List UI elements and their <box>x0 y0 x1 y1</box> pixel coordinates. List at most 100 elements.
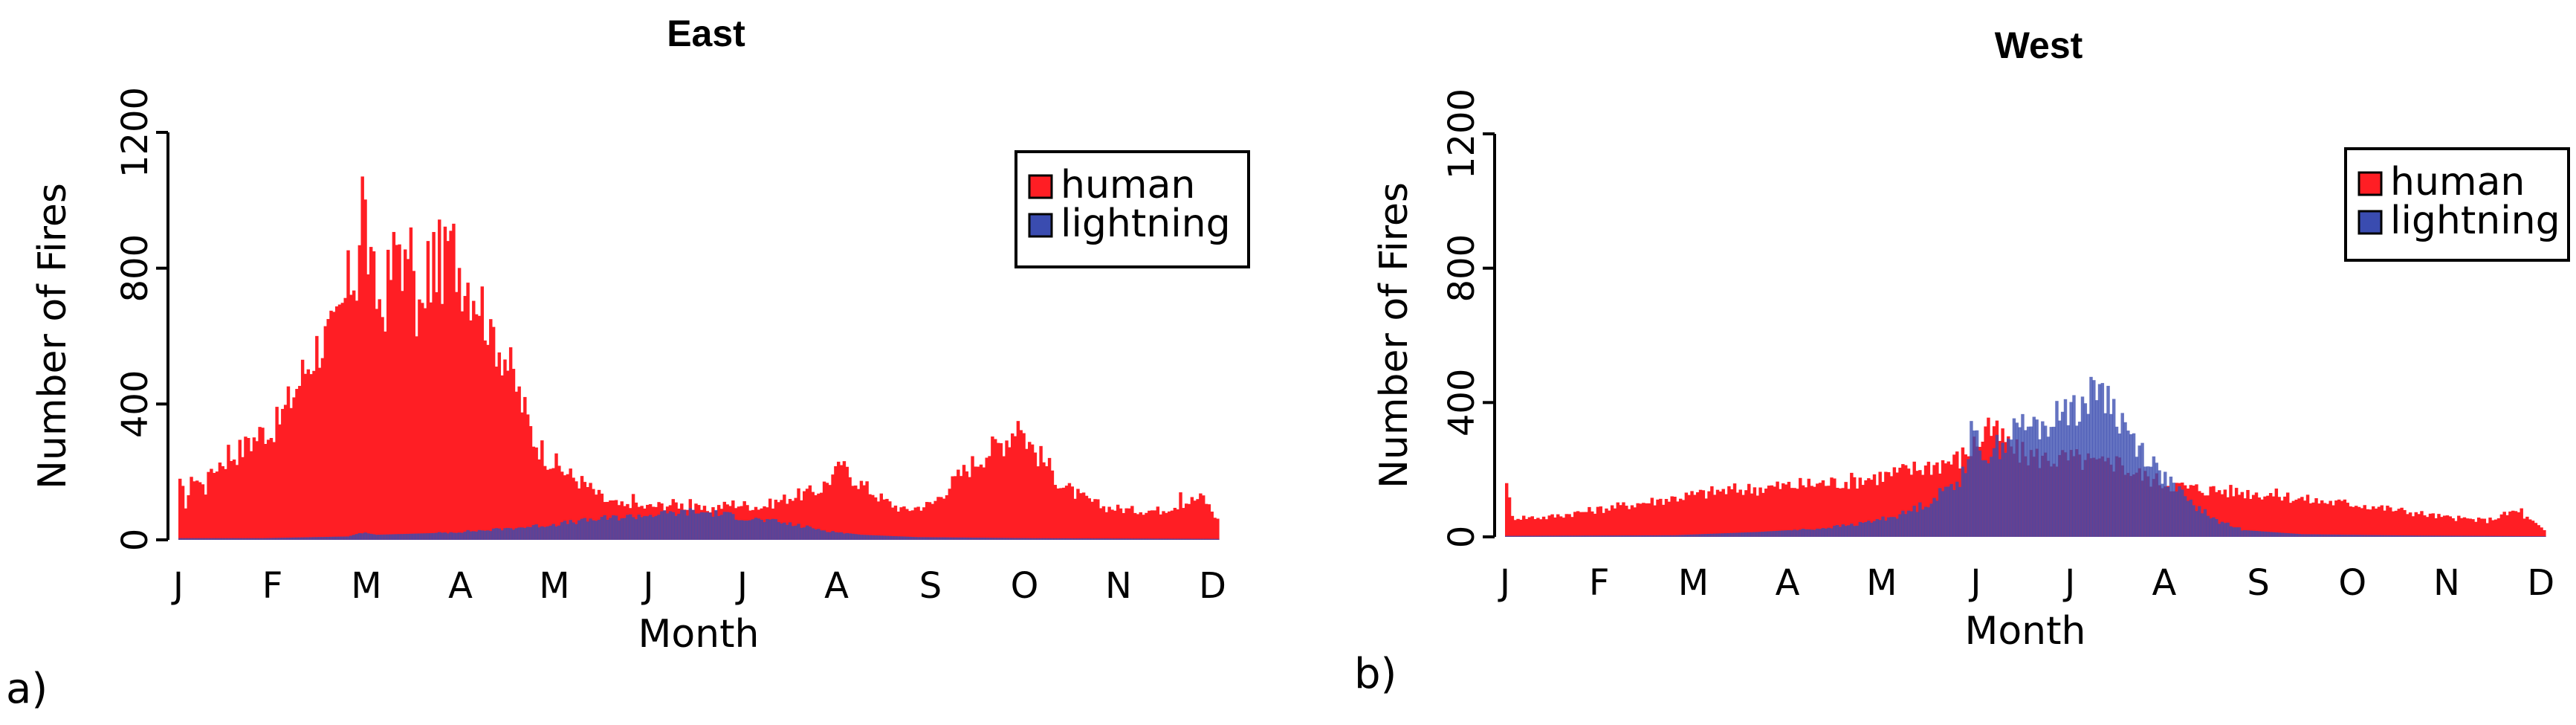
human-bar <box>543 465 547 540</box>
human-bar <box>988 456 991 540</box>
lightning-bar <box>2343 535 2347 537</box>
human-bar <box>1727 486 1731 537</box>
human-bar <box>991 436 994 540</box>
human-bar <box>800 500 803 540</box>
lightning-bar <box>2496 535 2501 537</box>
lightning-bar <box>643 515 647 540</box>
human-bar <box>1530 516 1534 537</box>
human-bar <box>395 245 398 540</box>
human-bar <box>2308 503 2313 537</box>
human-bar <box>2374 508 2378 537</box>
lightning-bar <box>2360 535 2364 537</box>
lightning-bar <box>1776 530 1779 537</box>
legend-swatch-human <box>1028 174 1053 199</box>
lightning-bar <box>2063 399 2068 537</box>
human-bar <box>2465 518 2470 537</box>
lightning-bar <box>2072 395 2076 537</box>
human-bar <box>1153 510 1157 540</box>
lightning-bar <box>2488 535 2492 537</box>
lightning-bar <box>332 536 336 540</box>
lightning-bar <box>517 527 521 540</box>
lightning-bar <box>1207 538 1211 540</box>
lightning-bar <box>227 538 230 540</box>
human-bar <box>1647 503 1651 537</box>
human-bar <box>1881 482 1885 537</box>
lightning-bar <box>1213 538 1217 540</box>
human-bar <box>207 471 210 540</box>
lightning-bar <box>1162 538 1165 540</box>
human-bar <box>2437 514 2441 537</box>
human-bar <box>563 475 567 540</box>
lightning-bar <box>303 537 308 540</box>
lightning-bar <box>412 533 415 540</box>
lightning-bar <box>525 526 530 540</box>
lightning-bar <box>1898 514 1902 537</box>
human-bar <box>334 306 339 540</box>
lightning-bar <box>856 534 861 540</box>
lightning-bar <box>2206 515 2210 537</box>
human-bar <box>893 505 898 540</box>
lightning-bar <box>2111 399 2116 537</box>
lightning-bar <box>854 534 858 540</box>
lightning-bar <box>511 529 516 540</box>
lightning-bar <box>783 522 786 540</box>
human-bar <box>2357 506 2361 537</box>
human-bar <box>1519 519 1523 537</box>
lightning-bar <box>423 533 427 540</box>
human-bar <box>2215 492 2219 537</box>
human-bar <box>221 465 224 540</box>
lightning-bar <box>2445 535 2450 537</box>
human-bar <box>446 241 450 540</box>
human-bar <box>1852 477 1857 537</box>
lightning-bar <box>1190 538 1194 540</box>
human-bar <box>218 463 222 540</box>
lightning-bar <box>1821 528 1825 537</box>
lightning-bar <box>1130 538 1134 540</box>
human-bar <box>1796 489 1799 537</box>
lightning-bar <box>2126 431 2130 537</box>
lightning-bar <box>1627 535 1631 537</box>
lightning-bar <box>2337 534 2341 537</box>
lightning-bar <box>1804 529 1808 537</box>
human-bar <box>948 489 952 540</box>
human-bar <box>896 511 901 540</box>
lightning-bar <box>349 535 353 540</box>
lightning-bar <box>1858 521 1863 537</box>
human-bar <box>919 510 923 540</box>
lightning-bar <box>2004 452 2007 537</box>
human-bar <box>2266 495 2270 537</box>
human-bar <box>1536 518 1540 537</box>
human-bar <box>2254 492 2259 537</box>
lightning-bar <box>187 538 190 540</box>
human-bar <box>1110 509 1114 540</box>
human-bar <box>951 476 954 540</box>
lightning-bar <box>1738 532 1742 537</box>
lightning-bar <box>748 520 752 540</box>
human-bar <box>1159 514 1162 540</box>
human-bar <box>1505 483 1509 537</box>
lightning-bar <box>2502 535 2506 537</box>
lightning-bar <box>1167 538 1171 540</box>
human-bar <box>412 271 415 540</box>
human-bar <box>457 268 462 540</box>
lightning-bar <box>2403 535 2407 537</box>
lightning-bar <box>466 529 470 540</box>
human-bar <box>933 500 937 540</box>
human-bar <box>1210 512 1214 540</box>
lightning-bar <box>788 522 792 540</box>
human-bar <box>805 489 809 540</box>
human-bar <box>2425 517 2430 537</box>
lightning-bar <box>2178 486 2181 537</box>
lightning-bar <box>771 518 775 540</box>
human-bar <box>1033 452 1038 540</box>
lightning-bar <box>2175 491 2178 537</box>
human-bar <box>962 465 966 540</box>
lightning-bar <box>2038 439 2042 537</box>
lightning-bar <box>184 538 188 540</box>
human-bar <box>423 308 427 540</box>
lightning-bar <box>942 537 946 540</box>
lightning-bar <box>2046 436 2051 537</box>
human-bar <box>1062 487 1066 540</box>
human-bar <box>1850 472 1854 537</box>
lightning-bar <box>2164 471 2167 537</box>
